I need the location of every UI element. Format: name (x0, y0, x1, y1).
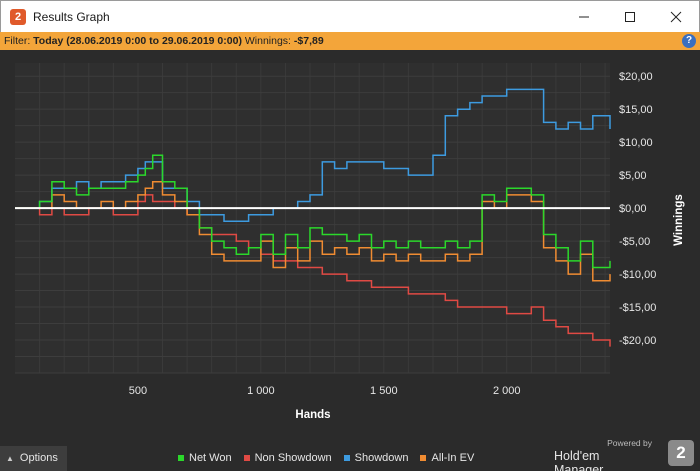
legend-item-non-showdown: Non Showdown (243, 452, 332, 464)
winnings-value: -$7,89 (293, 35, 324, 47)
brand-logo-icon: 2 (668, 440, 694, 466)
legend-swatch (243, 455, 250, 461)
minimize-button[interactable] (561, 1, 607, 32)
legend-label: Non Showdown (254, 452, 332, 464)
chart-legend: Net Won Non Showdown Showdown All-In EV (178, 452, 474, 464)
series-line-net-won (15, 154, 611, 269)
legend-item-showdown: Showdown (343, 452, 409, 464)
caret-up-icon: ▲ (6, 454, 14, 463)
x-tick-label: 1 500 (370, 385, 398, 397)
y-tick-label: $0,00 (619, 203, 647, 215)
filter-label: Filter: (4, 35, 31, 47)
legend-swatch (178, 455, 184, 461)
filter-range: Today (28.06.2019 0:00 to 29.06.2019 0:0… (33, 35, 242, 47)
y-tick-label: $20,00 (619, 71, 653, 83)
maximize-icon (625, 11, 635, 22)
close-button[interactable] (653, 1, 699, 32)
minimize-icon (579, 16, 589, 17)
y-tick-label: -$15,00 (619, 302, 656, 314)
results-chart: $20,00 $15,00 $10,00 $5,00 $0,00 -$5,00 -$10,0… (0, 50, 700, 443)
y-tick-label: -$20,00 (619, 335, 656, 347)
filter-bar: Filter: Today (28.06.2019 0:00 to 29.06.… (0, 32, 700, 50)
winnings-label: Winnings: (244, 35, 291, 47)
x-tick-label: 500 (129, 385, 147, 397)
y-tick-label: -$10,00 (619, 269, 656, 281)
powered-by-text: Powered by (607, 438, 652, 448)
y-tick-label: $15,00 (619, 104, 653, 116)
legend-label: All-In EV (431, 452, 475, 464)
plot-background (15, 63, 610, 373)
options-button[interactable]: ▲ Options (0, 446, 67, 471)
help-icon[interactable]: ? (682, 34, 696, 48)
chart-svg: $20,00 $15,00 $10,00 $5,00 $0,00 -$5,00 -$10,0… (15, 63, 685, 421)
legend-swatch (420, 455, 427, 461)
y-tick-label: $5,00 (619, 170, 647, 182)
title-bar: 2 Results Graph (0, 0, 700, 32)
x-tick-label: 2 000 (493, 385, 521, 397)
x-axis-title: Hands (295, 409, 330, 421)
brand-name: Hold'em Manager (554, 449, 604, 471)
legend-swatch (343, 455, 350, 461)
close-icon (670, 11, 682, 22)
maximize-button[interactable] (607, 1, 653, 32)
y-tick-label: $10,00 (619, 137, 653, 149)
brand-block: Powered by Hold'em Manager 2 (554, 438, 694, 471)
legend-item-net-won: Net Won (178, 452, 232, 464)
options-label: Options (19, 452, 58, 464)
bottom-bar: ▲ Options Net Won Non Showdown Showdown A… (0, 438, 700, 471)
legend-label: Net Won (189, 452, 232, 464)
x-tick-label: 1 000 (247, 385, 275, 397)
window-title: Results Graph (33, 10, 110, 24)
app-logo-icon: 2 (10, 9, 26, 25)
y-axis-title: Winnings (673, 194, 685, 246)
y-tick-label: -$5,00 (619, 236, 650, 248)
series-line-showdown (15, 88, 611, 223)
legend-item-all-in-ev: All-In EV (420, 452, 474, 464)
legend-label: Showdown (354, 452, 409, 464)
